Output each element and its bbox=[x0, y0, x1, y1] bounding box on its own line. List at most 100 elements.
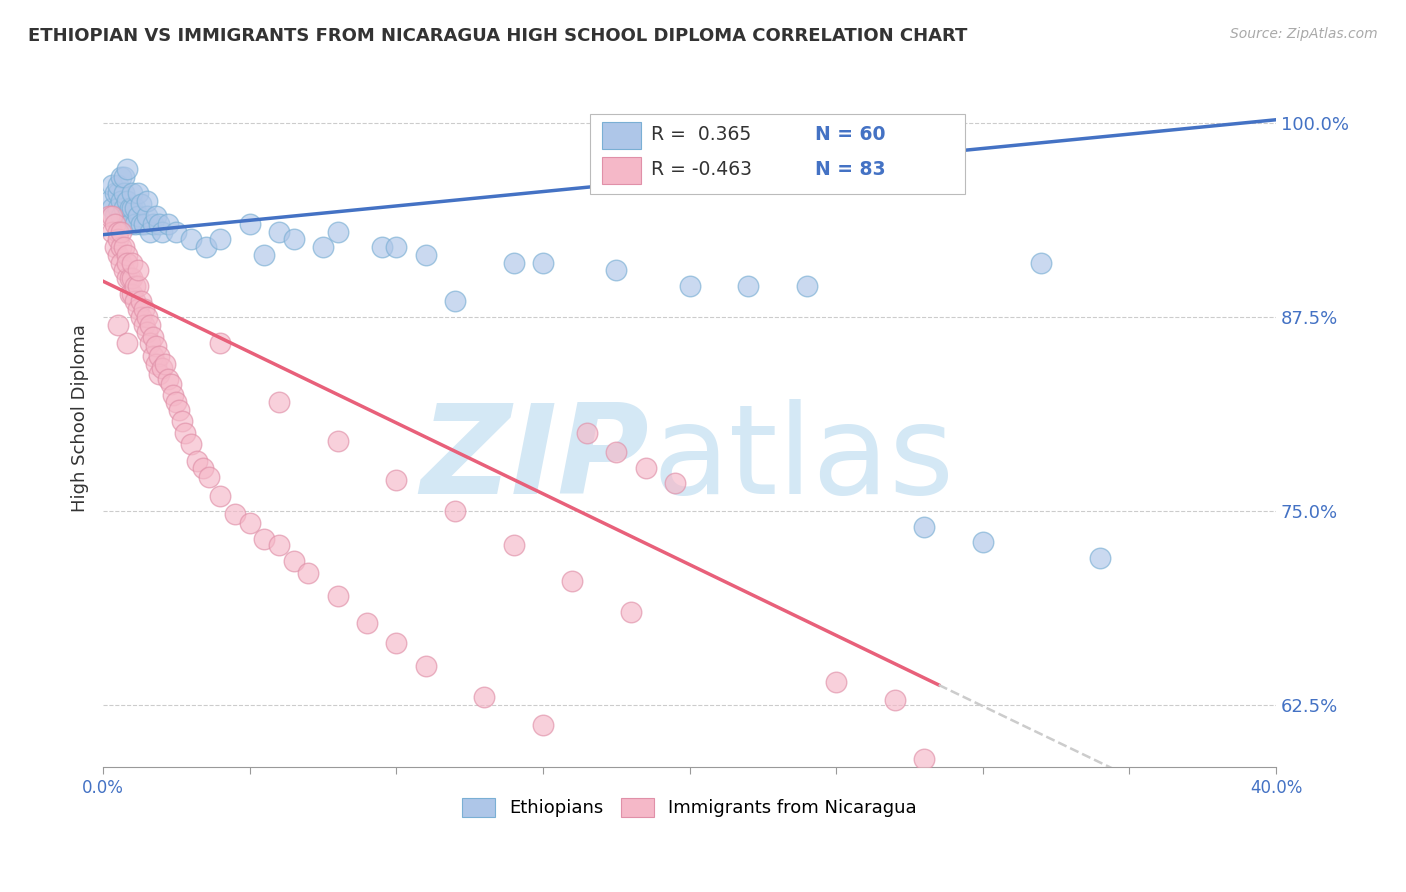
Point bbox=[239, 516, 262, 531]
Point bbox=[297, 566, 319, 581]
Point bbox=[127, 209, 149, 223]
Point bbox=[142, 217, 165, 231]
Point bbox=[101, 201, 124, 215]
Point bbox=[239, 217, 262, 231]
Point bbox=[312, 240, 335, 254]
Text: R = -0.463: R = -0.463 bbox=[651, 161, 752, 179]
Point bbox=[502, 255, 524, 269]
Point bbox=[134, 217, 156, 231]
Point bbox=[172, 414, 194, 428]
Point bbox=[124, 201, 146, 215]
Point bbox=[134, 302, 156, 317]
Y-axis label: High School Diploma: High School Diploma bbox=[72, 324, 89, 512]
Point bbox=[165, 225, 187, 239]
Point bbox=[134, 318, 156, 332]
Point bbox=[136, 310, 159, 324]
Point bbox=[112, 201, 135, 215]
Point bbox=[115, 248, 138, 262]
Point bbox=[127, 302, 149, 317]
Point bbox=[101, 225, 124, 239]
Point bbox=[145, 339, 167, 353]
Point bbox=[136, 326, 159, 340]
Point bbox=[283, 554, 305, 568]
Text: ETHIOPIAN VS IMMIGRANTS FROM NICARAGUA HIGH SCHOOL DIPLOMA CORRELATION CHART: ETHIOPIAN VS IMMIGRANTS FROM NICARAGUA H… bbox=[28, 27, 967, 45]
Point bbox=[1088, 550, 1111, 565]
Point bbox=[112, 170, 135, 185]
Point bbox=[737, 279, 759, 293]
Point bbox=[415, 659, 437, 673]
Point bbox=[326, 225, 349, 239]
Point bbox=[115, 271, 138, 285]
Point bbox=[101, 209, 124, 223]
Point bbox=[112, 186, 135, 200]
Point bbox=[224, 507, 246, 521]
Point bbox=[148, 368, 170, 382]
Point bbox=[98, 194, 121, 208]
Point bbox=[145, 357, 167, 371]
Point bbox=[115, 162, 138, 177]
Point bbox=[159, 376, 181, 391]
Point bbox=[107, 225, 129, 239]
Point bbox=[825, 674, 848, 689]
Point bbox=[110, 225, 132, 239]
Point bbox=[115, 336, 138, 351]
Point bbox=[209, 489, 232, 503]
Point bbox=[531, 718, 554, 732]
Point bbox=[121, 271, 143, 285]
Point bbox=[267, 395, 290, 409]
Point bbox=[253, 532, 276, 546]
Point bbox=[118, 271, 141, 285]
Point bbox=[267, 225, 290, 239]
Point bbox=[121, 186, 143, 200]
Point bbox=[110, 255, 132, 269]
Point bbox=[165, 395, 187, 409]
Point bbox=[118, 217, 141, 231]
FancyBboxPatch shape bbox=[591, 114, 965, 194]
Point bbox=[180, 232, 202, 246]
FancyBboxPatch shape bbox=[602, 157, 641, 184]
Point bbox=[121, 255, 143, 269]
Point bbox=[110, 170, 132, 185]
Point bbox=[136, 194, 159, 208]
Text: Source: ZipAtlas.com: Source: ZipAtlas.com bbox=[1230, 27, 1378, 41]
Point bbox=[191, 460, 214, 475]
FancyBboxPatch shape bbox=[602, 121, 641, 149]
Point bbox=[267, 538, 290, 552]
Point bbox=[912, 752, 935, 766]
Point bbox=[112, 263, 135, 277]
Point bbox=[98, 209, 121, 223]
Text: ZIP: ZIP bbox=[420, 400, 648, 520]
Point bbox=[385, 636, 408, 650]
Text: N = 60: N = 60 bbox=[815, 126, 886, 145]
Point bbox=[502, 538, 524, 552]
Point bbox=[253, 248, 276, 262]
Text: N = 83: N = 83 bbox=[815, 161, 886, 179]
Point bbox=[605, 263, 627, 277]
Point bbox=[796, 279, 818, 293]
Point bbox=[664, 476, 686, 491]
Point bbox=[883, 693, 905, 707]
Point bbox=[148, 217, 170, 231]
Point bbox=[139, 225, 162, 239]
Point bbox=[118, 286, 141, 301]
Point bbox=[678, 279, 700, 293]
Point bbox=[972, 535, 994, 549]
Point bbox=[129, 196, 152, 211]
Point bbox=[150, 225, 173, 239]
Legend: Ethiopians, Immigrants from Nicaragua: Ethiopians, Immigrants from Nicaragua bbox=[456, 791, 924, 824]
Point bbox=[101, 178, 124, 192]
Point bbox=[107, 186, 129, 200]
Point bbox=[326, 434, 349, 449]
Point bbox=[370, 240, 392, 254]
Point bbox=[912, 519, 935, 533]
Point bbox=[174, 426, 197, 441]
Point bbox=[162, 387, 184, 401]
Point bbox=[115, 209, 138, 223]
Point bbox=[107, 201, 129, 215]
Point bbox=[104, 186, 127, 200]
Point bbox=[107, 318, 129, 332]
Point bbox=[1031, 255, 1053, 269]
Point bbox=[121, 201, 143, 215]
Point bbox=[129, 310, 152, 324]
Point bbox=[124, 279, 146, 293]
